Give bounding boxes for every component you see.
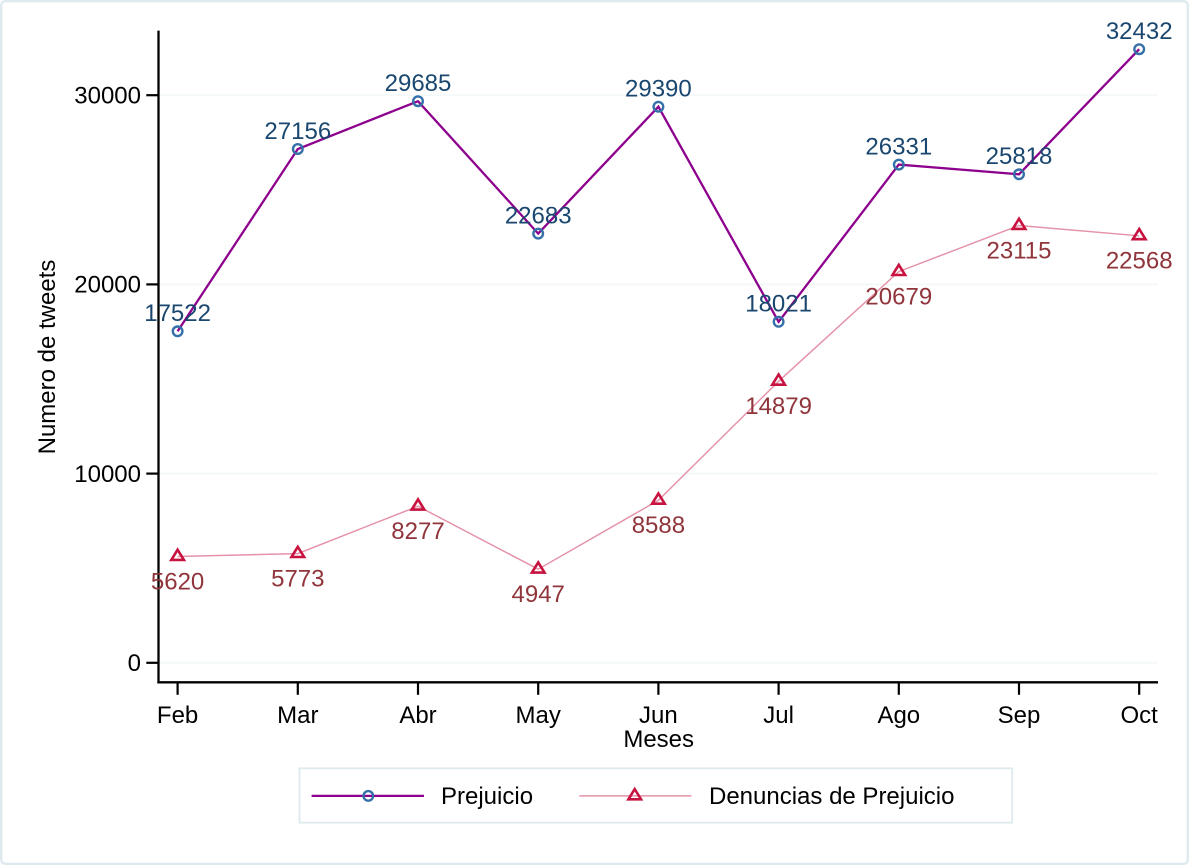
svg-text:Ago: Ago — [877, 702, 920, 729]
svg-text:25818: 25818 — [986, 143, 1053, 170]
svg-text:Oct: Oct — [1121, 702, 1159, 729]
svg-text:Jul: Jul — [763, 702, 794, 729]
svg-text:May: May — [516, 702, 561, 729]
svg-text:20679: 20679 — [865, 283, 932, 310]
svg-text:4947: 4947 — [512, 581, 565, 608]
svg-text:Numero de tweets: Numero de tweets — [34, 260, 61, 455]
svg-text:18021: 18021 — [745, 291, 812, 318]
svg-text:22568: 22568 — [1106, 248, 1173, 275]
svg-text:23115: 23115 — [987, 237, 1052, 264]
svg-text:5773: 5773 — [271, 565, 324, 592]
svg-text:8277: 8277 — [391, 518, 444, 545]
svg-text:22683: 22683 — [505, 202, 572, 229]
svg-text:Abr: Abr — [399, 702, 436, 729]
svg-text:29390: 29390 — [625, 76, 692, 103]
svg-text:8588: 8588 — [632, 512, 685, 539]
svg-text:27156: 27156 — [264, 118, 331, 145]
svg-text:Prejuicio: Prejuicio — [441, 783, 533, 810]
svg-text:Jun: Jun — [639, 702, 678, 729]
svg-text:20000: 20000 — [74, 272, 141, 299]
svg-text:Denuncias de Prejuicio: Denuncias de Prejuicio — [709, 783, 954, 810]
svg-text:29685: 29685 — [385, 70, 452, 97]
svg-text:32432: 32432 — [1106, 18, 1173, 45]
svg-text:5620: 5620 — [151, 568, 204, 595]
svg-text:Feb: Feb — [157, 702, 198, 729]
svg-text:0: 0 — [128, 650, 141, 677]
svg-text:30000: 30000 — [74, 83, 141, 110]
svg-text:Sep: Sep — [998, 702, 1041, 729]
svg-text:14879: 14879 — [745, 393, 812, 420]
svg-text:26331: 26331 — [865, 133, 932, 160]
svg-text:17522: 17522 — [144, 300, 211, 327]
svg-text:Mar: Mar — [277, 702, 318, 729]
svg-text:Meses: Meses — [623, 726, 694, 753]
svg-text:10000: 10000 — [74, 461, 141, 488]
